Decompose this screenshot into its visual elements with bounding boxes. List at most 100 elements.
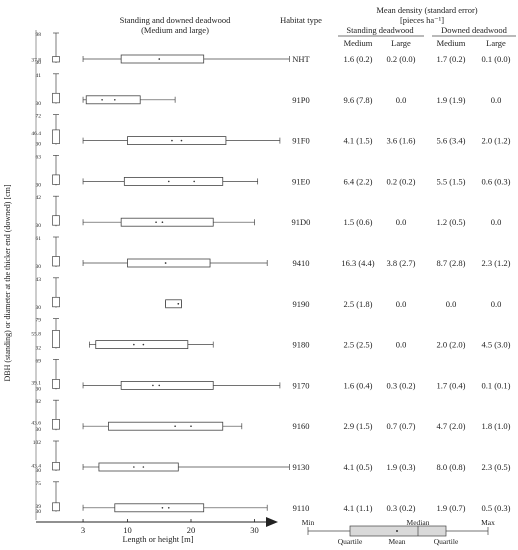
row-91e0: 63 30 91E0 6.4 (2.2) 0.2 (0.2) 5.5 (1.5) 0.6 (… bbox=[36, 154, 511, 188]
diameter-min-label: 30 bbox=[36, 182, 42, 188]
diameter-max-label: 102 bbox=[33, 440, 42, 446]
diameter-min-label: 30 bbox=[36, 60, 42, 66]
row-91f0: 72 46.4 30 91F0 4.1 (1.5) 3.6 (1.6) 5.6 (3.4) 2… bbox=[31, 114, 510, 148]
downed-medium-value: 2.0 (2.0) bbox=[436, 340, 465, 350]
length-box bbox=[127, 136, 227, 146]
chart-subtitle: (Medium and large) bbox=[141, 25, 209, 35]
length-median-dot bbox=[133, 466, 135, 468]
habitat-code: 9170 bbox=[293, 380, 310, 390]
length-box bbox=[85, 95, 141, 105]
diameter-min-label: 30 bbox=[36, 101, 42, 107]
downed-medium-header: Medium bbox=[437, 38, 466, 48]
downed-header: Downed deadwood bbox=[441, 25, 508, 35]
standing-medium-value: 2.5 (2.5) bbox=[343, 340, 372, 350]
diameter-max-label: 42 bbox=[36, 195, 42, 201]
standing-medium-value: 2.5 (1.8) bbox=[343, 299, 372, 309]
standing-large-value: 0.2 (0.2) bbox=[386, 176, 415, 186]
diameter-max-label: 72 bbox=[36, 114, 42, 120]
habitat-code: 91D0 bbox=[292, 217, 311, 227]
standing-large-value: 0.2 (0.0) bbox=[386, 54, 415, 64]
habitat-code: 91P0 bbox=[292, 95, 309, 105]
legend-mean-dot bbox=[396, 530, 398, 532]
row-9410: 61 30 9410 16.3 (4.4) 3.8 (2.7) 8.7 (2.8) 2.3 … bbox=[36, 236, 511, 270]
x-tick-label: 3 bbox=[81, 525, 85, 535]
standing-medium-value: 4.1 (1.1) bbox=[343, 503, 372, 513]
standing-medium-header: Medium bbox=[344, 38, 373, 48]
legend-mean-label: Mean bbox=[388, 537, 405, 546]
diameter-min-label: 30 bbox=[36, 386, 42, 392]
diameter-mean-label: 43.6 bbox=[31, 420, 41, 426]
diameter-min-label: 30 bbox=[36, 264, 42, 270]
downed-large-value: 0.0 bbox=[491, 217, 502, 227]
diameter-max-label: 61 bbox=[36, 236, 42, 242]
length-box bbox=[120, 380, 214, 390]
x-axis-arrow-icon bbox=[266, 517, 278, 527]
habitat-code: 91F0 bbox=[292, 136, 309, 146]
downed-medium-value: 1.2 (0.5) bbox=[436, 217, 465, 227]
diameter-box bbox=[52, 174, 60, 185]
length-median-dot bbox=[171, 139, 173, 142]
row-9180: 79 55.8 32 9180 2.5 (2.5) 0.0 2.0 (2.0) 4.5 (3.… bbox=[31, 318, 510, 352]
diameter-box bbox=[52, 419, 60, 430]
diameter-mean-label: 55.8 bbox=[31, 331, 41, 337]
diameter-min-label: 30 bbox=[36, 305, 42, 311]
diameter-mean-label: 39.1 bbox=[31, 380, 41, 386]
standing-medium-value: 4.1 (0.5) bbox=[343, 462, 372, 472]
diameter-min-label: 30 bbox=[36, 223, 42, 229]
habitat-code: 9180 bbox=[293, 340, 310, 350]
downed-large-value: 0.1 (0.1) bbox=[481, 380, 510, 390]
diameter-box bbox=[52, 215, 60, 226]
length-box bbox=[127, 258, 211, 268]
downed-medium-value: 1.7 (0.4) bbox=[436, 380, 465, 390]
standing-large-value: 0.7 (0.7) bbox=[386, 421, 415, 431]
diameter-max-label: 69 bbox=[36, 358, 42, 364]
length-median-dot bbox=[167, 180, 170, 183]
length-mean-dot bbox=[164, 262, 167, 264]
x-axis-label: Length or height [m] bbox=[122, 534, 193, 544]
legend-max-label: Max bbox=[481, 518, 495, 527]
diameter-box bbox=[52, 256, 60, 267]
length-mean-dot bbox=[158, 58, 161, 60]
diameter-max-label: 82 bbox=[36, 399, 42, 405]
length-box bbox=[108, 421, 224, 431]
downed-medium-value: 1.7 (0.2) bbox=[436, 54, 465, 64]
diameter-max-label: 98 bbox=[36, 32, 42, 38]
standing-large-value: 0.3 (0.2) bbox=[386, 380, 415, 390]
diameter-box bbox=[52, 296, 60, 308]
length-box bbox=[114, 503, 205, 513]
standing-large-value: 1.9 (0.3) bbox=[386, 462, 415, 472]
length-median-dot bbox=[174, 425, 176, 428]
standing-large-value: 3.6 (1.6) bbox=[386, 136, 415, 146]
chart-title: Standing and downed deadwood bbox=[120, 15, 231, 25]
habitat-code: 9160 bbox=[293, 421, 310, 431]
diameter-min-label: 30 bbox=[36, 468, 42, 474]
downed-large-value: 2.3 (0.5) bbox=[481, 462, 510, 472]
habitat-code: 91E0 bbox=[292, 176, 310, 186]
standing-medium-value: 9.6 (7.8) bbox=[343, 95, 372, 105]
x-tick-label: 10 bbox=[123, 525, 132, 535]
standing-large-value: 0.0 bbox=[396, 95, 407, 105]
mean-density-header: Mean density (standard error) bbox=[376, 5, 477, 15]
diameter-max-label: 43 bbox=[36, 277, 42, 283]
standing-large-value: 0.0 bbox=[396, 340, 407, 350]
diameter-max-label: 41 bbox=[36, 73, 42, 79]
length-median-dot bbox=[155, 221, 157, 223]
diameter-min-label: 30 bbox=[36, 509, 42, 515]
length-box bbox=[165, 299, 182, 309]
downed-medium-value: 1.9 (1.9) bbox=[436, 95, 465, 105]
downed-large-value: 4.5 (3.0) bbox=[481, 340, 510, 350]
standing-large-value: 0.0 bbox=[396, 299, 407, 309]
standing-large-header: Large bbox=[391, 38, 411, 48]
x-tick-label: 30 bbox=[250, 525, 259, 535]
length-box bbox=[95, 340, 189, 350]
legend-median-label: Median bbox=[407, 518, 430, 527]
length-median-dot bbox=[152, 384, 154, 387]
length-mean-dot bbox=[180, 139, 183, 142]
row-9170: 69 39.130 9170 1.6 (0.4) 0.3 (0.2) 1.7 (0.4) 0… bbox=[31, 358, 510, 392]
legend-quartile-high-label: Quartile bbox=[434, 537, 459, 546]
downed-large-value: 1.8 (1.0) bbox=[481, 421, 510, 431]
standing-medium-value: 1.6 (0.2) bbox=[343, 54, 372, 64]
